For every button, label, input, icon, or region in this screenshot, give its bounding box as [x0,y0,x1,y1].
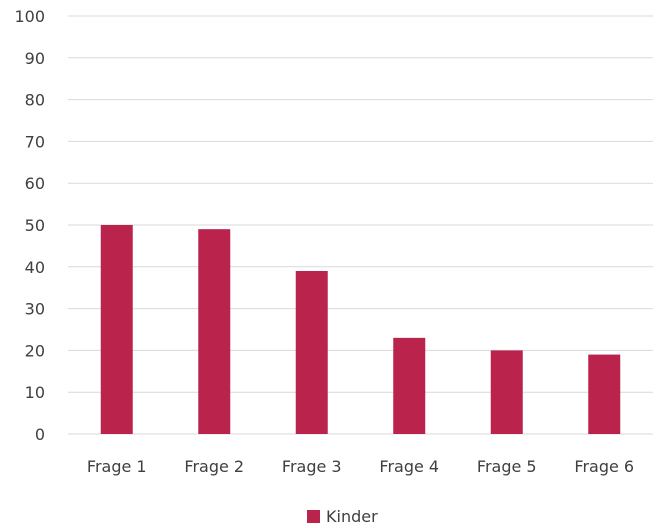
bar-frage-3 [295,270,328,434]
bar-frage-1 [100,225,133,434]
x-tick-label: Frage 2 [184,457,244,476]
bars [100,225,621,434]
x-tick-label: Frage 1 [87,457,147,476]
legend: Kinder [307,507,378,526]
y-tick-label: 50 [25,216,45,235]
y-tick-label: 70 [25,132,45,151]
y-tick-label: 0 [35,425,45,444]
bar-frage-6 [588,354,621,434]
y-tick-label: 30 [25,300,45,319]
y-tick-label: 60 [25,174,45,193]
y-tick-label: 10 [25,383,45,402]
bar-frage-2 [198,229,231,434]
y-axis-tick-labels: 0 10 20 30 40 50 60 70 80 90 100 [14,7,45,444]
x-tick-label: Frage 5 [477,457,537,476]
y-tick-label: 20 [25,341,45,360]
x-tick-label: Frage 3 [282,457,342,476]
x-tick-label: Frage 4 [379,457,439,476]
legend-swatch-kinder [307,510,320,523]
y-tick-label: 90 [25,49,45,68]
x-axis-tick-labels: Frage 1 Frage 2 Frage 3 Frage 4 Frage 5 Frage… [87,457,634,476]
bar-frage-5 [490,350,523,434]
y-tick-label: 100 [14,7,45,26]
x-tick-label: Frage 6 [574,457,634,476]
y-tick-label: 80 [25,91,45,110]
legend-label-kinder: Kinder [326,507,378,526]
bar-frage-4 [393,337,426,434]
y-tick-label: 40 [25,258,45,277]
gridlines [68,15,653,435]
